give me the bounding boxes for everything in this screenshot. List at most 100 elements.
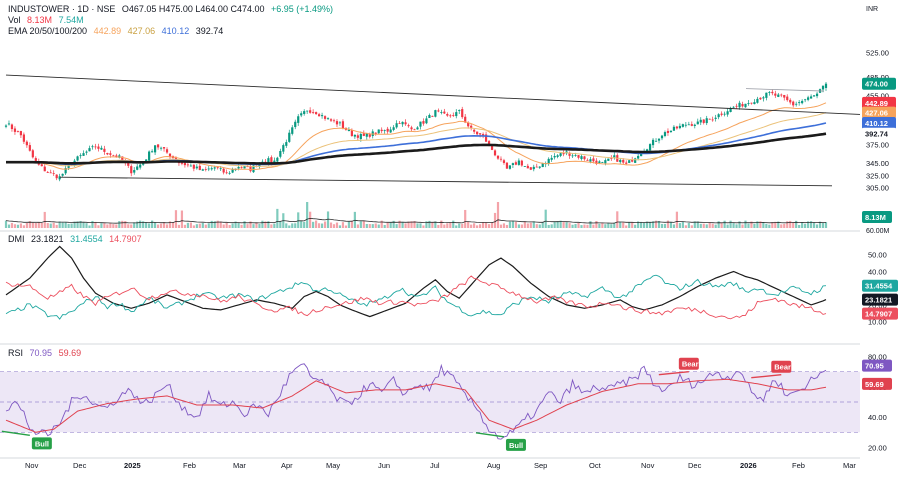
- candle-body: [356, 135, 359, 138]
- candle-body: [786, 96, 789, 101]
- candle-body: [711, 119, 714, 121]
- volume-bar: [82, 222, 85, 228]
- volume-bar: [467, 221, 470, 228]
- volume-bar: [219, 221, 222, 228]
- volume-bar: [458, 223, 461, 228]
- candle-body: [159, 147, 163, 149]
- volume-bar: [410, 221, 413, 228]
- candle-body: [717, 114, 720, 118]
- bear-label-bg: [771, 360, 792, 373]
- volume-bar: [22, 225, 25, 228]
- candle-body: [804, 99, 807, 101]
- dmi-label[interactable]: DMI: [8, 234, 25, 244]
- volume-bar: [195, 224, 198, 228]
- volume-bar: [258, 224, 261, 228]
- volume-bar: [94, 221, 97, 228]
- ema100-value: 410.12: [161, 26, 190, 36]
- candle-body: [654, 140, 658, 142]
- candle-body: [222, 168, 225, 173]
- volume-bar: [270, 224, 273, 228]
- candle-body: [317, 114, 321, 117]
- rsi-label[interactable]: RSI: [8, 348, 24, 358]
- candle-body: [97, 146, 100, 149]
- candle-body: [562, 152, 565, 155]
- volume-bar: [106, 224, 109, 228]
- volume-label[interactable]: Vol: [8, 15, 21, 25]
- candle-body: [619, 159, 622, 163]
- dmi-minus-value: 14.7907: [109, 234, 142, 244]
- candle-body: [631, 159, 634, 162]
- candle-body: [589, 159, 592, 162]
- volume-bar: [532, 221, 535, 228]
- candle-body: [708, 118, 711, 120]
- volume-bar: [714, 224, 717, 228]
- volume-bar: [795, 220, 798, 228]
- symbol-label[interactable]: INDUSTOWER · 1D · NSE: [8, 4, 116, 14]
- candle-body: [419, 121, 422, 127]
- candle-body: [607, 158, 610, 161]
- volume-bar: [201, 222, 204, 228]
- candle-body: [449, 115, 452, 117]
- price-tick-label: 525.00: [866, 48, 889, 57]
- volume-bar: [651, 221, 655, 228]
- volume-bar: [100, 223, 103, 228]
- candle-body: [58, 176, 61, 180]
- rsi-value: 70.95: [29, 348, 53, 358]
- volume-bar: [455, 225, 458, 228]
- candle-body: [94, 146, 97, 148]
- candle-body: [383, 130, 386, 131]
- candle-body: [443, 111, 446, 114]
- volume-bar: [598, 223, 601, 228]
- ema50-tag: 427.06: [862, 106, 896, 119]
- volume-bar: [809, 221, 813, 228]
- candle-body: [541, 163, 544, 168]
- volume-bar: [589, 221, 592, 228]
- candle-body: [380, 129, 383, 132]
- candle-body: [219, 168, 222, 170]
- candle-body: [306, 110, 309, 112]
- candle-body: [628, 160, 631, 163]
- candle-body: [625, 162, 628, 164]
- volume-bar: [231, 223, 234, 228]
- volume-bar: [517, 224, 520, 228]
- candle-body: [309, 110, 312, 113]
- time-axis-label: Nov: [25, 461, 39, 470]
- candle-body: [10, 124, 14, 130]
- volume-bar: [729, 220, 732, 228]
- volume-bar: [732, 223, 735, 228]
- volume-bar: [344, 225, 348, 228]
- time-axis-label: Feb: [792, 461, 805, 470]
- candle-body: [493, 150, 497, 156]
- volume-bar: [535, 224, 538, 228]
- candle-body: [43, 166, 46, 172]
- volume-bar: [213, 221, 216, 228]
- candle-body: [82, 153, 85, 156]
- candle-body: [824, 83, 828, 88]
- candle-body: [723, 113, 726, 115]
- volume-bar: [374, 223, 377, 228]
- divergence-line: [475, 432, 505, 438]
- candle-body: [395, 123, 398, 128]
- candle-body: [130, 166, 133, 174]
- volume-bar: [678, 223, 681, 228]
- volume-bar: [183, 224, 187, 228]
- candle-body: [428, 114, 431, 119]
- volume-bar: [7, 224, 11, 228]
- candle-body: [687, 124, 690, 126]
- candle-body: [470, 125, 473, 129]
- volume-bar: [607, 223, 610, 228]
- candle-body: [121, 156, 124, 161]
- candle-body: [237, 166, 240, 169]
- volume-bar: [807, 221, 810, 228]
- dmi-minus-tag-bg: [862, 307, 898, 320]
- volume-bar: [389, 222, 392, 228]
- volume-bar: [171, 222, 175, 228]
- price-tick-label: 345.00: [866, 159, 889, 168]
- candle-body: [106, 152, 109, 155]
- candle-body: [165, 149, 169, 153]
- volume-bar: [210, 220, 213, 228]
- candle-body: [243, 166, 246, 169]
- candle-body: [729, 107, 732, 112]
- ema-label[interactable]: EMA 20/50/100/200: [8, 26, 88, 36]
